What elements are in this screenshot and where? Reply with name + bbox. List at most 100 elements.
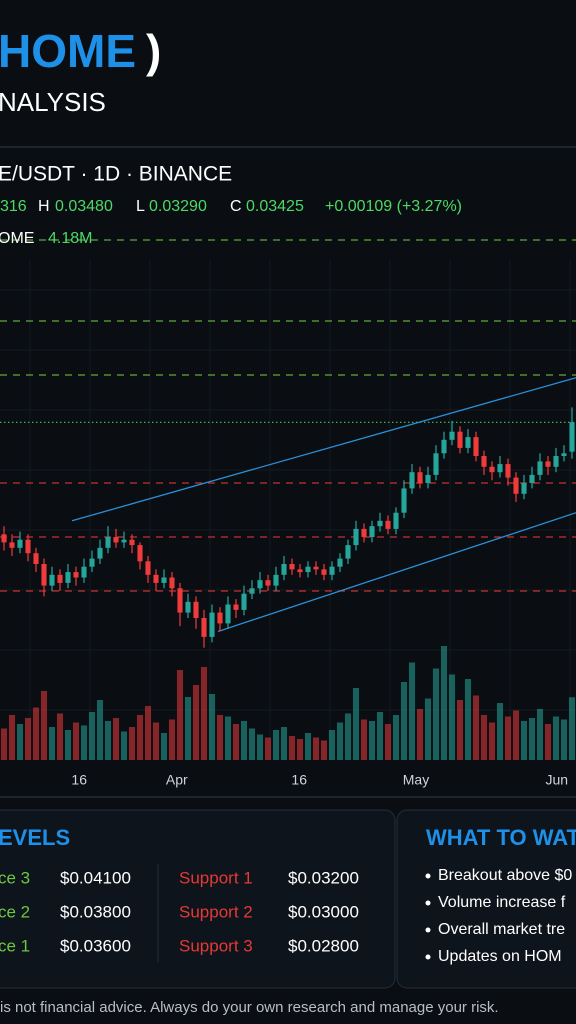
volume-bar [88,712,96,760]
resistance-value: $0.04100 [60,868,131,887]
candle-body [305,566,311,573]
channel-line [71,377,576,522]
support-value: $0.02800 [288,936,359,955]
volume-bar [24,718,32,760]
volume-bar [472,695,480,760]
candle-body [225,604,231,624]
candle-body [441,439,447,454]
low-key: L [136,198,145,215]
volume-bar [176,670,184,760]
candle-body [553,456,559,467]
volume-bar [384,724,392,760]
candle-body [1,534,7,543]
candle-body [385,520,391,529]
candle-body [217,612,223,624]
candle-body [433,453,439,475]
candle-body [457,431,463,448]
volume-bar [416,709,424,760]
title: HOME [0,25,136,77]
change: +0.00109 (+3.27%) [325,198,462,215]
volume-bar [320,740,328,760]
volume-bar [352,688,360,760]
candle-body [409,472,415,489]
chart: 16 Apr 16 May Jun [0,239,576,788]
resistance-value: $0.03800 [60,902,131,921]
support-value: $0.03200 [288,868,359,887]
volume-bar [568,697,576,760]
volume-bar [560,719,568,760]
support-label: Support 2 [179,902,253,921]
support-label: Support 3 [179,936,253,955]
volume-bar [272,730,280,760]
volume-bar [440,646,448,760]
volume-bar [536,709,544,760]
candle-body [537,461,543,475]
volume-bar [288,736,296,760]
volume-bar [392,715,400,760]
volume-bar [264,737,272,760]
candle-body [153,574,159,583]
volume-bar [552,716,560,760]
volume-bar [32,707,40,760]
volume-bar [456,700,464,760]
resistance-value: $0.03600 [60,936,131,955]
candle-body [49,574,55,586]
candle-body [73,572,79,578]
resistance-label: ce 2 [0,902,30,921]
volume-bar [544,724,552,760]
candle-body [449,431,455,440]
volume-bar [464,679,472,760]
volume-bar [528,718,536,760]
candle-body [97,547,103,559]
candle-body [569,422,575,452]
volume-bar [448,674,456,760]
volume-bar [144,706,152,760]
volume-bar [248,728,256,760]
candle-body [185,601,191,613]
candle-body [273,574,279,586]
candle-body [401,488,407,513]
volume-bar [256,734,264,760]
watch-item: Updates on HOM [438,948,562,965]
candle-body [121,539,127,543]
volume-name: OME [0,230,34,247]
candle-body [65,572,71,583]
support-label: Support 1 [179,868,253,887]
candle-body [529,474,535,483]
candle-body [521,483,527,494]
volume-bar [368,721,376,760]
x-tick-label: Apr [166,772,188,788]
volume-bar [200,667,208,760]
candle-body [17,539,23,548]
bullet [425,900,431,906]
volume-bar [344,713,352,760]
x-tick-label: 16 [71,772,87,788]
volume-bar [504,716,512,760]
candle-body [489,466,495,473]
volume-bar [64,730,72,760]
candle-body [25,539,31,554]
watch-item: Volume increase f [438,894,566,911]
channel-line [217,512,576,633]
volume-bar [376,712,384,760]
candle-body [561,453,567,456]
volume-bar [496,703,504,760]
volume-bar [408,662,416,760]
resistance-label: ce 3 [0,868,30,887]
bullet [425,927,431,933]
x-tick-label: Jun [546,772,569,788]
resistance-label: ce 1 [0,936,30,955]
candle-body [169,577,175,589]
candle-body [473,437,479,456]
levels-panel [0,809,396,989]
volume-bar [192,685,200,760]
candle-body [113,537,119,543]
watch-item: Overall market tre [438,921,565,938]
volume-bar [40,691,48,760]
volume-value: 4.18M [48,230,92,247]
volume-bar [56,713,64,760]
watch-item: Breakout above $0 [438,867,572,884]
bullet [425,954,431,960]
volume-bar [360,719,368,760]
